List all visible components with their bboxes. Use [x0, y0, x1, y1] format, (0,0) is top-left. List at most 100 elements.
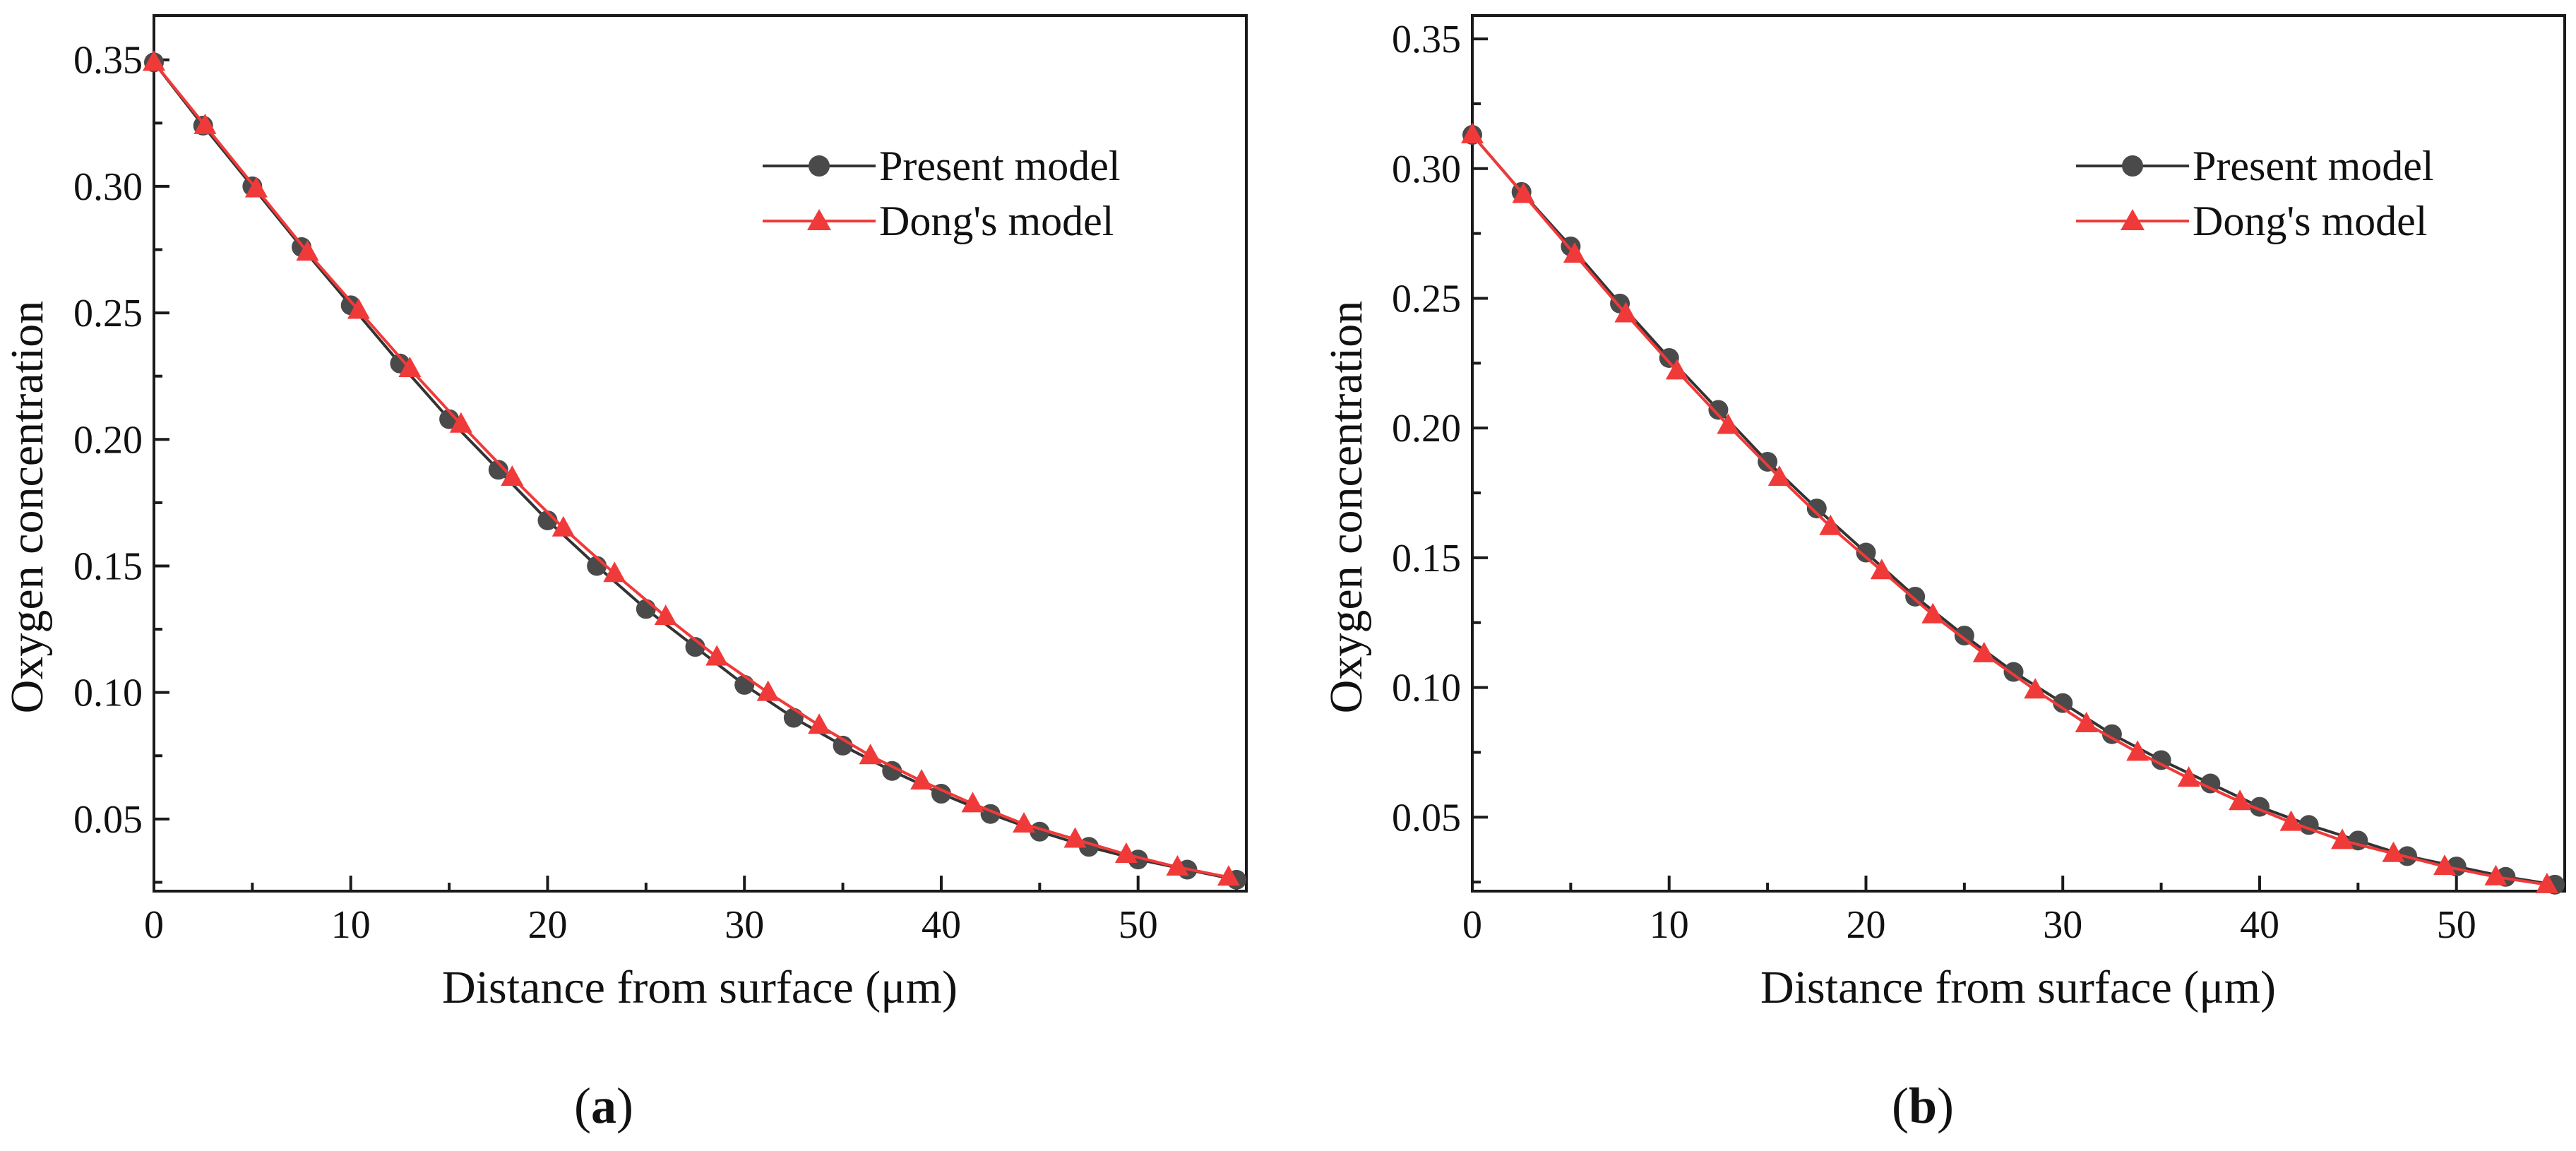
x-tick-label-b: 30 — [2043, 903, 2082, 947]
series-point-present-b — [2101, 724, 2122, 744]
series-point-present-a — [636, 599, 656, 619]
x-tick-label-b: 20 — [1846, 903, 1885, 947]
series-point-present-b — [2200, 773, 2221, 794]
series-point-dong-a — [143, 50, 165, 71]
legend-label-dong-a: Dong's model — [879, 198, 1114, 244]
series-point-dong-a — [296, 240, 319, 261]
plot-frame-a — [153, 14, 1248, 893]
y-axis-title-a: Oxygen concentration — [1, 301, 53, 714]
y-axis-title-b: Oxygen concentration — [1320, 301, 1372, 714]
x-tick-label-a: 20 — [527, 903, 567, 947]
series-point-present-b — [1758, 451, 1778, 472]
series-line-dong-b — [1471, 133, 2548, 886]
series-point-dong-b — [1870, 559, 1893, 580]
y-tick-label-b: 0.15 — [1392, 537, 1461, 580]
series-point-dong-a — [1166, 854, 1189, 876]
y-tick-label-a: 0.20 — [73, 418, 143, 462]
x-tick-label-b: 50 — [2437, 903, 2476, 947]
series-point-dong-b — [1461, 123, 1484, 144]
panel-label-b: (b) — [1892, 1078, 1954, 1134]
series-point-dong-a — [705, 645, 729, 666]
y-tick-label-b: 0.10 — [1392, 667, 1461, 710]
series-point-dong-b — [1717, 413, 1740, 434]
series-point-dong-a — [1217, 865, 1240, 886]
series-point-dong-a — [654, 604, 677, 626]
series-point-present-a — [882, 761, 902, 781]
x-tick-label-b: 40 — [2240, 903, 2279, 947]
series-point-present-b — [1954, 626, 1974, 646]
legend-b: Present model Dong's model — [2076, 143, 2434, 244]
series-point-present-a — [833, 735, 853, 756]
series-point-present-a — [488, 460, 508, 480]
series-point-dong-a — [1114, 842, 1138, 864]
series-point-present-a — [685, 637, 705, 657]
series-point-dong-a — [449, 412, 472, 433]
x-axis-title-b: Distance from surface (μm) — [1760, 962, 2276, 1013]
series-point-dong-b — [2024, 678, 2047, 699]
series-point-dong-b — [1921, 602, 1945, 624]
series-point-present-b — [2151, 750, 2171, 770]
series-point-present-b — [1659, 347, 1679, 368]
series-point-dong-a — [1063, 827, 1087, 848]
y-tick-label-a: 0.30 — [73, 165, 143, 209]
series-point-present-a — [734, 674, 755, 695]
x-axis-title-a: Distance from surface (μm) — [442, 962, 958, 1013]
series-point-dong-a — [808, 713, 831, 734]
series-point-dong-a — [1013, 812, 1036, 833]
x-tick-label-a: 40 — [922, 903, 961, 947]
series-point-dong-b — [2535, 872, 2558, 893]
legend-label-present-b: Present model — [2193, 143, 2434, 189]
series-point-dong-b — [2433, 854, 2456, 876]
y-tick-label-b: 0.25 — [1392, 277, 1461, 321]
x-tick-label-a: 10 — [331, 903, 371, 947]
series-point-dong-b — [1972, 641, 1996, 662]
chart-panel-a: 0 10 20 30 40 500.050.100.150.200.250.300.35 … — [1, 14, 1248, 1134]
series-point-dong-a — [551, 515, 575, 537]
legend-marker-present-a — [809, 155, 830, 177]
series-point-dong-b — [1614, 302, 1638, 323]
series-point-dong-b — [2279, 810, 2303, 831]
series-point-dong-a — [501, 465, 524, 487]
series-point-dong-b — [2229, 789, 2252, 811]
series-point-present-a — [783, 708, 804, 728]
series-point-dong-b — [2177, 766, 2200, 787]
series-point-dong-b — [1819, 514, 1842, 535]
series-point-dong-b — [2075, 712, 2098, 733]
series-point-dong-a — [603, 561, 626, 583]
series-point-present-b — [1856, 542, 1876, 563]
y-tick-label-a: 0.25 — [73, 292, 143, 335]
series-point-dong-a — [756, 680, 780, 701]
series-point-dong-a — [347, 298, 370, 319]
legend-label-dong-b: Dong's model — [2193, 198, 2427, 244]
series-point-dong-b — [2331, 828, 2354, 849]
x-tick-label-a: 0 — [144, 903, 164, 947]
series-point-present-b — [1708, 400, 1729, 420]
series-point-present-a — [439, 409, 460, 429]
series-point-dong-a — [244, 177, 268, 198]
series-point-dong-a — [398, 356, 422, 377]
series-point-dong-b — [2382, 841, 2405, 862]
y-tick-label-b: 0.05 — [1392, 796, 1461, 840]
plot-frame-b — [1471, 14, 2566, 893]
y-tick-label-a: 0.10 — [73, 672, 143, 715]
series-point-dong-b — [2484, 864, 2508, 885]
series-point-present-b — [2053, 693, 2073, 713]
legend-a: Present model Dong's model — [763, 143, 1121, 244]
series-point-dong-a — [859, 744, 882, 765]
series-point-dong-a — [910, 769, 934, 790]
series-point-present-a — [1128, 849, 1148, 870]
panel-label-a: (a) — [574, 1078, 633, 1134]
series-point-dong-b — [1665, 359, 1688, 380]
x-tick-label-a: 30 — [724, 903, 764, 947]
legend-label-present-a: Present model — [879, 143, 1121, 189]
series-point-dong-b — [1563, 242, 1586, 263]
chart-panel-b: 0 10 20 30 40 500.050.100.150.200.250.300.35 … — [1320, 14, 2566, 1134]
plot-area-a: 0 10 20 30 40 50 0.05 0.10 0.15 0.20 0.25 0.30 0.35 — [73, 14, 1248, 947]
y-tick-label-b: 0.35 — [1392, 18, 1461, 61]
x-tick-label-b: 10 — [1650, 903, 1689, 947]
series-line-dong-a — [153, 61, 1229, 879]
y-tick-label-a: 0.05 — [73, 798, 143, 842]
legend-marker-dong-b — [2121, 209, 2145, 230]
series-point-dong-a — [193, 113, 217, 134]
